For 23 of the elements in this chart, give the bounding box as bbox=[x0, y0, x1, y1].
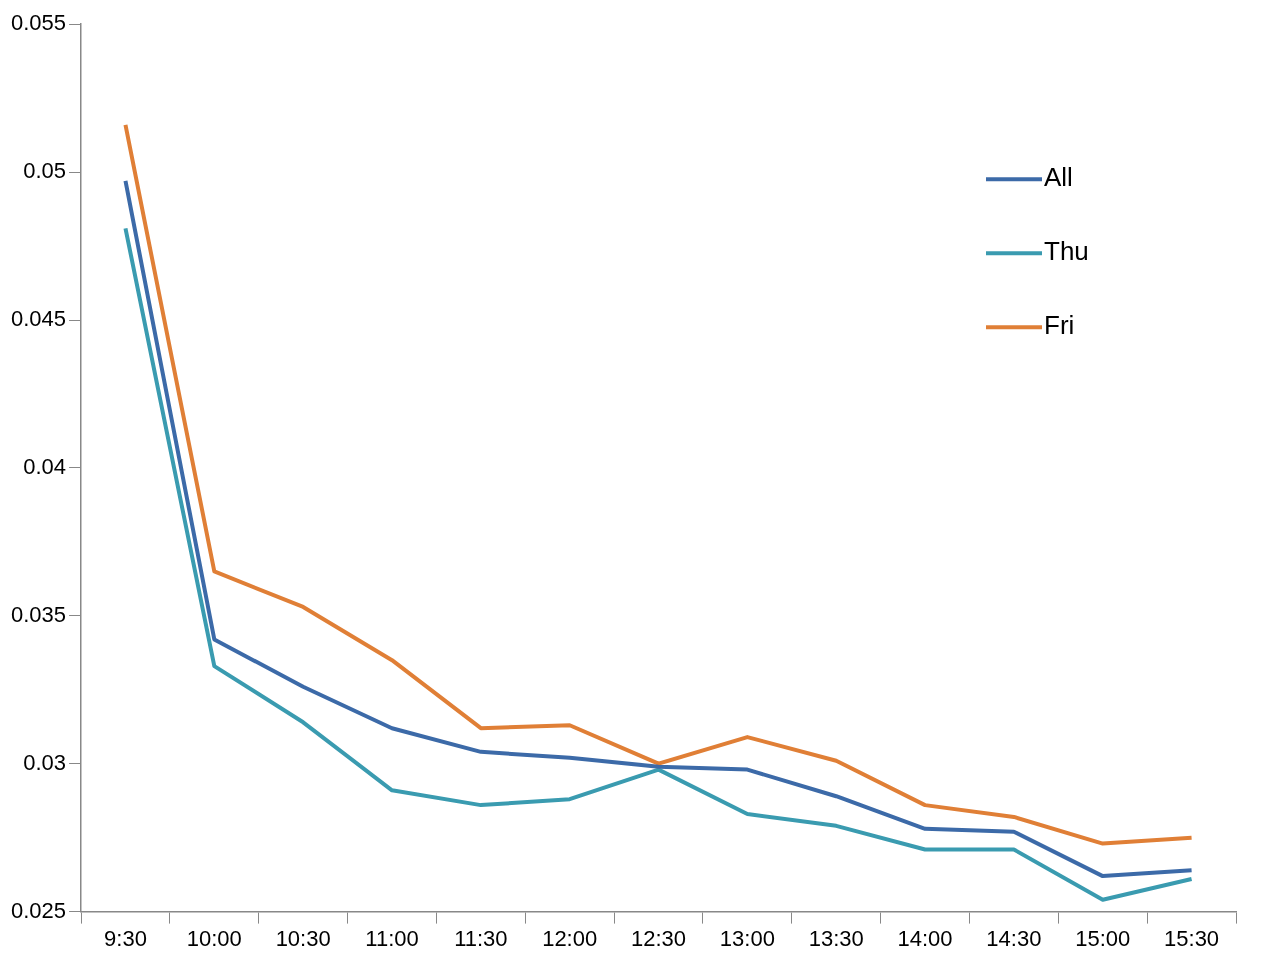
x-tick-label: 12:30 bbox=[631, 925, 687, 951]
y-tick-label: 0.04 bbox=[23, 453, 67, 479]
x-tick-label: 11:30 bbox=[454, 925, 508, 951]
x-tick-label: 12:00 bbox=[542, 925, 598, 951]
legend-label: All bbox=[1044, 162, 1073, 193]
y-tick-label: 0.025 bbox=[10, 897, 67, 923]
y-tick-label: 0.035 bbox=[10, 601, 67, 627]
legend-label: Fri bbox=[1044, 310, 1075, 341]
x-tick-label: 9:30 bbox=[104, 925, 147, 951]
y-tick-label: 0.045 bbox=[10, 306, 67, 332]
y-tick-label: 0.055 bbox=[10, 10, 67, 36]
x-tick-label: 10:30 bbox=[275, 925, 331, 951]
x-tick-label: 11:00 bbox=[365, 925, 419, 951]
x-tick-label: 15:30 bbox=[1164, 925, 1220, 951]
x-tick-label: 10:00 bbox=[186, 925, 242, 951]
x-tick-label: 13:30 bbox=[808, 925, 864, 951]
y-tick-label: 0.03 bbox=[23, 749, 67, 775]
legend-label: Thu bbox=[1044, 236, 1089, 267]
x-tick-label: 13:00 bbox=[719, 925, 775, 951]
x-tick-label: 14:00 bbox=[897, 925, 953, 951]
x-tick-label: 15:00 bbox=[1075, 925, 1131, 951]
y-tick-label: 0.05 bbox=[23, 158, 67, 184]
x-tick-label: 14:30 bbox=[986, 925, 1042, 951]
